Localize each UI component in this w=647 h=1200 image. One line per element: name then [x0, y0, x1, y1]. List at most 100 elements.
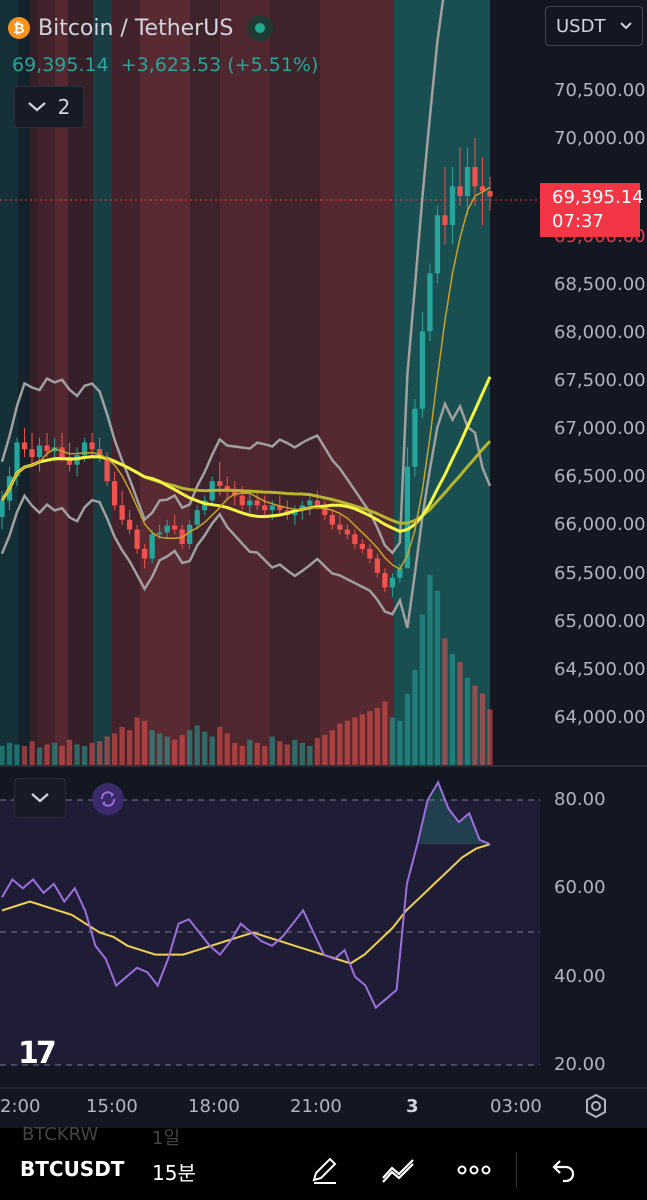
candle-body	[217, 481, 223, 486]
candle-body	[382, 573, 388, 588]
trend-zone	[0, 0, 18, 765]
volume-bar	[262, 746, 268, 765]
volume-bar	[419, 614, 426, 765]
volume-bar	[329, 730, 335, 765]
volume-bar	[224, 733, 230, 765]
volume-bar	[299, 742, 305, 765]
timeframe-selector[interactable]: 15분	[152, 1161, 196, 1185]
bottom-toolbar	[0, 1128, 647, 1200]
volume-bar	[367, 711, 373, 765]
drawing-pencil-icon[interactable]	[304, 1150, 344, 1190]
trend-line-icon[interactable]	[378, 1150, 418, 1190]
volume-bar	[179, 734, 185, 765]
bollinger-lower	[0, 400, 492, 629]
undo-icon[interactable]	[544, 1150, 584, 1190]
prev-timeframe[interactable]: 1일	[152, 1128, 181, 1149]
price-axis-label: 69,000.00	[554, 226, 646, 247]
candle-body	[157, 532, 163, 535]
trend-zone	[112, 0, 140, 765]
indicators-toggle-button[interactable]: 2	[14, 86, 84, 128]
symbol-title[interactable]: ₿ Bitcoin / TetherUS	[8, 10, 274, 46]
candle-body	[89, 442, 95, 450]
price-axis-label: 70,500.00	[554, 80, 646, 101]
volume-bar	[104, 736, 110, 765]
volume-bar	[322, 734, 328, 765]
rsi-collapse-button[interactable]	[14, 778, 66, 818]
candle-body	[442, 215, 448, 225]
bar-countdown: 07:37	[552, 211, 604, 232]
candle-body	[277, 505, 283, 511]
candle-body	[21, 442, 28, 450]
market-open-icon	[247, 15, 274, 41]
volume-bar	[0, 746, 5, 765]
candle-body	[314, 500, 320, 506]
volume-bar	[127, 730, 133, 765]
current-price-label: 69,395.14	[552, 187, 644, 208]
bitcoin-icon: ₿	[8, 17, 30, 39]
volume-bar	[464, 677, 471, 765]
volume-bar	[314, 738, 320, 765]
price-axis-label: 64,500.00	[554, 659, 646, 680]
symbol-selector[interactable]: BTCUSDT	[20, 1157, 125, 1181]
time-axis-label: 3	[406, 1096, 419, 1117]
volume-bar	[209, 736, 215, 765]
volume-bar	[111, 733, 118, 765]
candle-body	[247, 500, 253, 506]
price-axis-label: 67,500.00	[554, 370, 646, 391]
indicators-count: 2	[57, 95, 71, 119]
current-price-tag: 69,395.14 07:37	[540, 183, 644, 237]
volume-bar	[247, 739, 253, 765]
candle-body	[397, 568, 403, 578]
settings-icon[interactable]	[582, 1092, 610, 1120]
volume-bar	[344, 720, 350, 765]
tradingview-logo: 17	[18, 1036, 57, 1071]
time-axis-label: 21:00	[290, 1096, 342, 1117]
chart-canvas[interactable]	[0, 0, 647, 1130]
volume-bar	[472, 685, 478, 765]
candle-body	[194, 510, 200, 525]
candle-body	[457, 186, 463, 196]
price-axis-label: 66,500.00	[554, 466, 646, 487]
trend-zone	[140, 0, 190, 765]
prev-symbol[interactable]: BTCKRW	[22, 1124, 99, 1145]
candle-body	[119, 505, 125, 520]
rsi-axis-label: 40.00	[554, 966, 606, 987]
candle-body	[412, 408, 418, 467]
candle-body	[127, 519, 133, 530]
currency-select[interactable]: USDT	[545, 6, 643, 46]
chevron-down-icon	[620, 22, 632, 30]
volume-bar	[157, 733, 163, 765]
trend-zone	[93, 0, 112, 765]
trend-zone	[38, 0, 55, 765]
candle-body	[262, 505, 268, 511]
volume-bar	[284, 744, 290, 765]
more-icon[interactable]	[454, 1150, 494, 1190]
volume-bar	[442, 638, 448, 765]
price-axis-label: 65,000.00	[554, 611, 646, 632]
price-axis-label: 64,000.00	[554, 707, 646, 728]
price-axis-label: 70,000.00	[554, 128, 646, 149]
candle-body	[66, 457, 73, 465]
candle-body	[367, 548, 373, 559]
rsi-axis-label: 80.00	[554, 789, 606, 810]
volume-bar	[21, 746, 28, 765]
candle-body	[59, 447, 65, 457]
candle-body	[329, 515, 335, 525]
candle-body	[96, 449, 103, 457]
candle-body	[344, 529, 350, 535]
volume-bar	[487, 709, 493, 765]
candle-body	[322, 505, 328, 515]
volume-bar	[51, 742, 58, 765]
candle-body	[299, 505, 305, 511]
volume-bar	[277, 741, 283, 765]
volume-bar	[29, 741, 35, 765]
candle-body	[104, 457, 110, 482]
rsi-ma-line	[1, 843, 491, 965]
time-axis-label: 15:00	[86, 1096, 138, 1117]
candle-body	[359, 544, 365, 549]
sync-icon[interactable]	[92, 783, 124, 815]
trend-zone	[220, 0, 270, 765]
volume-bar	[6, 742, 13, 765]
volume-bar	[389, 717, 396, 765]
candle-body	[29, 449, 35, 457]
